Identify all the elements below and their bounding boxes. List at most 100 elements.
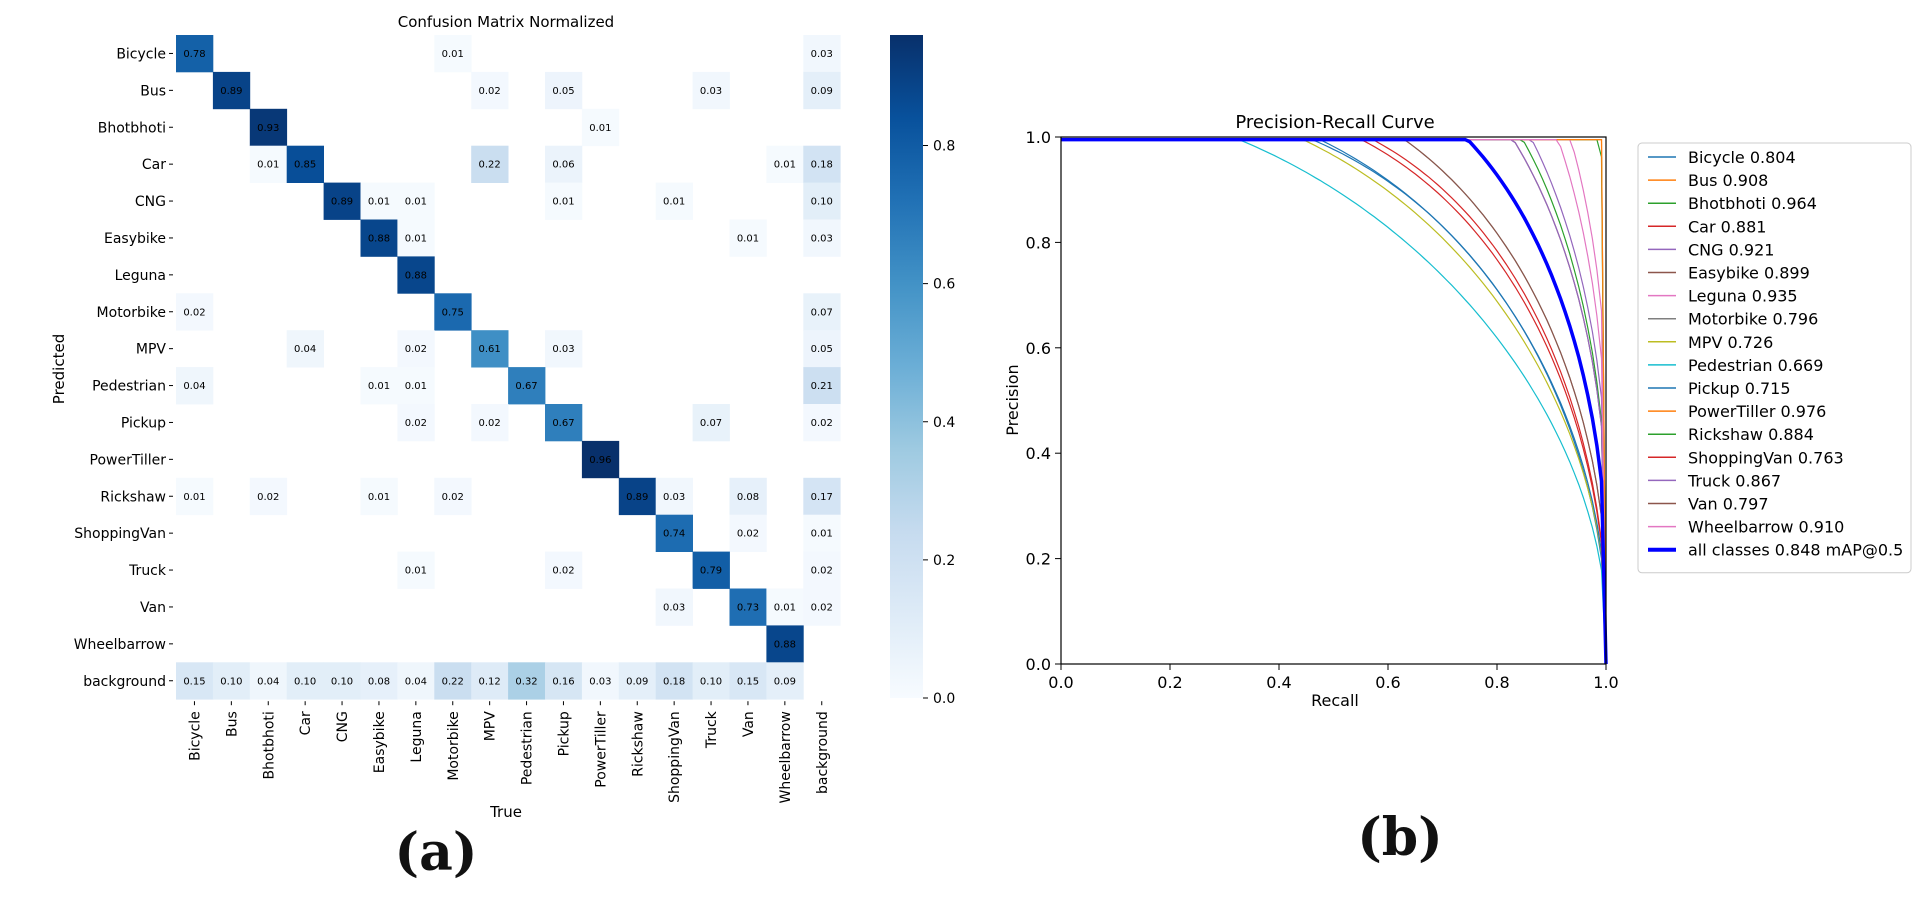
cm-row-label: Truck bbox=[128, 563, 167, 579]
cm-row-label: PowerTiller bbox=[90, 452, 167, 468]
cm-cell bbox=[803, 145, 841, 183]
cm-cell bbox=[766, 588, 804, 626]
cm-cell bbox=[471, 145, 509, 183]
cm-colorbar-tick-label: 0.4 bbox=[933, 415, 955, 431]
pr-legend-label: Leguna 0.935 bbox=[1688, 287, 1798, 306]
cm-cell-value: 0.03 bbox=[663, 602, 685, 613]
cm-cell bbox=[803, 404, 841, 442]
cm-cell bbox=[545, 551, 583, 589]
cm-cell-value: 0.01 bbox=[368, 197, 390, 208]
panel-a-label: (a) bbox=[395, 822, 478, 883]
pr-legend-label: ShoppingVan 0.763 bbox=[1688, 448, 1844, 467]
cm-cell bbox=[397, 182, 435, 220]
cm-cell-value: 0.88 bbox=[774, 639, 796, 650]
cm-col-label: Truck bbox=[704, 710, 720, 749]
cm-col-label: PowerTiller bbox=[593, 711, 609, 788]
cm-cell bbox=[360, 367, 398, 405]
cm-cell-value: 0.03 bbox=[811, 49, 833, 60]
pr-series-line bbox=[1061, 137, 1608, 665]
cm-cell-value: 0.02 bbox=[257, 492, 279, 503]
cm-colorbar: 0.0 0.2 0.4 0.6 0.8 bbox=[890, 35, 955, 707]
cm-cell bbox=[729, 662, 767, 700]
cm-cell bbox=[508, 367, 546, 405]
pr-title: Precision-Recall Curve bbox=[1235, 112, 1434, 133]
pr-axes-frame bbox=[1060, 136, 1607, 665]
cm-cell bbox=[655, 182, 693, 220]
cm-cell bbox=[803, 219, 841, 257]
cm-cell-value: 0.02 bbox=[811, 418, 833, 429]
cm-cell-value: 0.85 bbox=[294, 160, 316, 171]
cm-cell-value: 0.01 bbox=[405, 197, 427, 208]
cm-row-label: Pickup bbox=[121, 415, 166, 431]
cm-cell-value: 0.01 bbox=[368, 492, 390, 503]
cm-cell-value: 0.01 bbox=[257, 160, 279, 171]
cm-col-label: Van bbox=[741, 711, 757, 737]
cm-cell bbox=[249, 145, 288, 183]
cm-cell bbox=[286, 330, 324, 368]
cm-col-labels: Bicycle Bus Bhotbhoti Car CNG Easybike Leguna M… bbox=[187, 701, 831, 803]
cm-cell-value: 0.10 bbox=[811, 197, 833, 208]
pr-legend-label: Easybike 0.899 bbox=[1688, 264, 1810, 283]
cm-row-label: ShoppingVan bbox=[74, 526, 166, 542]
cm-cell bbox=[397, 662, 435, 700]
cm-cell bbox=[176, 662, 214, 700]
cm-cell bbox=[545, 145, 583, 183]
cm-cell-value: 0.22 bbox=[479, 160, 501, 171]
pr-xtick-label: 0.8 bbox=[1484, 673, 1509, 692]
cm-cell bbox=[766, 662, 804, 700]
cm-cell-value: 0.01 bbox=[552, 197, 574, 208]
cm-col-label: Easybike bbox=[372, 711, 388, 773]
cm-row-label: Pedestrian bbox=[92, 379, 166, 395]
cm-cell-value: 0.88 bbox=[368, 233, 390, 244]
cm-colorbar-tick-label: 0.6 bbox=[933, 277, 955, 293]
cm-cell bbox=[323, 182, 361, 220]
cm-cell-value: 0.02 bbox=[552, 566, 574, 577]
cm-cell-value: 0.32 bbox=[515, 676, 537, 687]
pr-ytick-label: 1.0 bbox=[1026, 128, 1051, 147]
cm-row-label: Van bbox=[140, 600, 166, 616]
cm-cell-value: 0.22 bbox=[442, 676, 464, 687]
cm-cell bbox=[176, 477, 214, 516]
cm-cell bbox=[729, 477, 767, 516]
cm-cell bbox=[471, 71, 509, 110]
cm-col-label: Leguna bbox=[409, 711, 425, 762]
cm-cell-value: 0.12 bbox=[479, 676, 501, 687]
cm-cell-value: 0.02 bbox=[183, 307, 205, 318]
pr-ylabel: Precision bbox=[1003, 364, 1022, 435]
pr-legend-label: Van 0.797 bbox=[1688, 495, 1769, 514]
cm-cell-value: 0.01 bbox=[663, 197, 685, 208]
pr-legend-label: Truck 0.867 bbox=[1687, 471, 1781, 490]
cm-cell-value: 0.15 bbox=[183, 676, 205, 687]
pr-legend-label: Motorbike 0.796 bbox=[1688, 310, 1818, 329]
cm-col-label: Car bbox=[298, 711, 314, 735]
cm-cell-value: 0.93 bbox=[257, 123, 279, 134]
cm-cell-value: 0.06 bbox=[552, 160, 574, 171]
cm-cell bbox=[618, 662, 657, 700]
cm-cell-value: 0.02 bbox=[479, 418, 501, 429]
cm-col-label: Wheelbarrow bbox=[778, 711, 794, 803]
cm-cell-value: 0.09 bbox=[811, 86, 833, 97]
pr-legend-label: PowerTiller 0.976 bbox=[1688, 402, 1826, 421]
cm-cell-value: 0.79 bbox=[700, 566, 722, 577]
cm-cell bbox=[803, 293, 841, 331]
cm-cell-value: 0.67 bbox=[515, 381, 537, 392]
cm-col-label: ShoppingVan bbox=[667, 711, 683, 803]
cm-cell bbox=[581, 108, 620, 147]
cm-ylabel: Predicted bbox=[50, 334, 68, 404]
cm-cell-value: 0.02 bbox=[405, 344, 427, 355]
cm-cell bbox=[655, 477, 693, 516]
panel-b-label: (b) bbox=[1357, 807, 1443, 868]
cm-cell bbox=[545, 404, 583, 442]
cm-cell-value: 0.01 bbox=[368, 381, 390, 392]
cm-cell-value: 0.89 bbox=[220, 86, 242, 97]
cm-cell bbox=[692, 662, 730, 700]
cm-cell-value: 0.02 bbox=[405, 418, 427, 429]
cm-cell bbox=[803, 71, 841, 110]
cm-cell-value: 0.01 bbox=[774, 160, 796, 171]
cm-cell-value: 0.04 bbox=[257, 676, 279, 687]
cm-cell-value: 0.18 bbox=[811, 160, 833, 171]
cm-row-label: Leguna bbox=[115, 268, 166, 284]
cm-cell bbox=[249, 108, 288, 147]
cm-cell-value: 0.01 bbox=[183, 492, 205, 503]
cm-title: Confusion Matrix Normalized bbox=[398, 13, 614, 31]
